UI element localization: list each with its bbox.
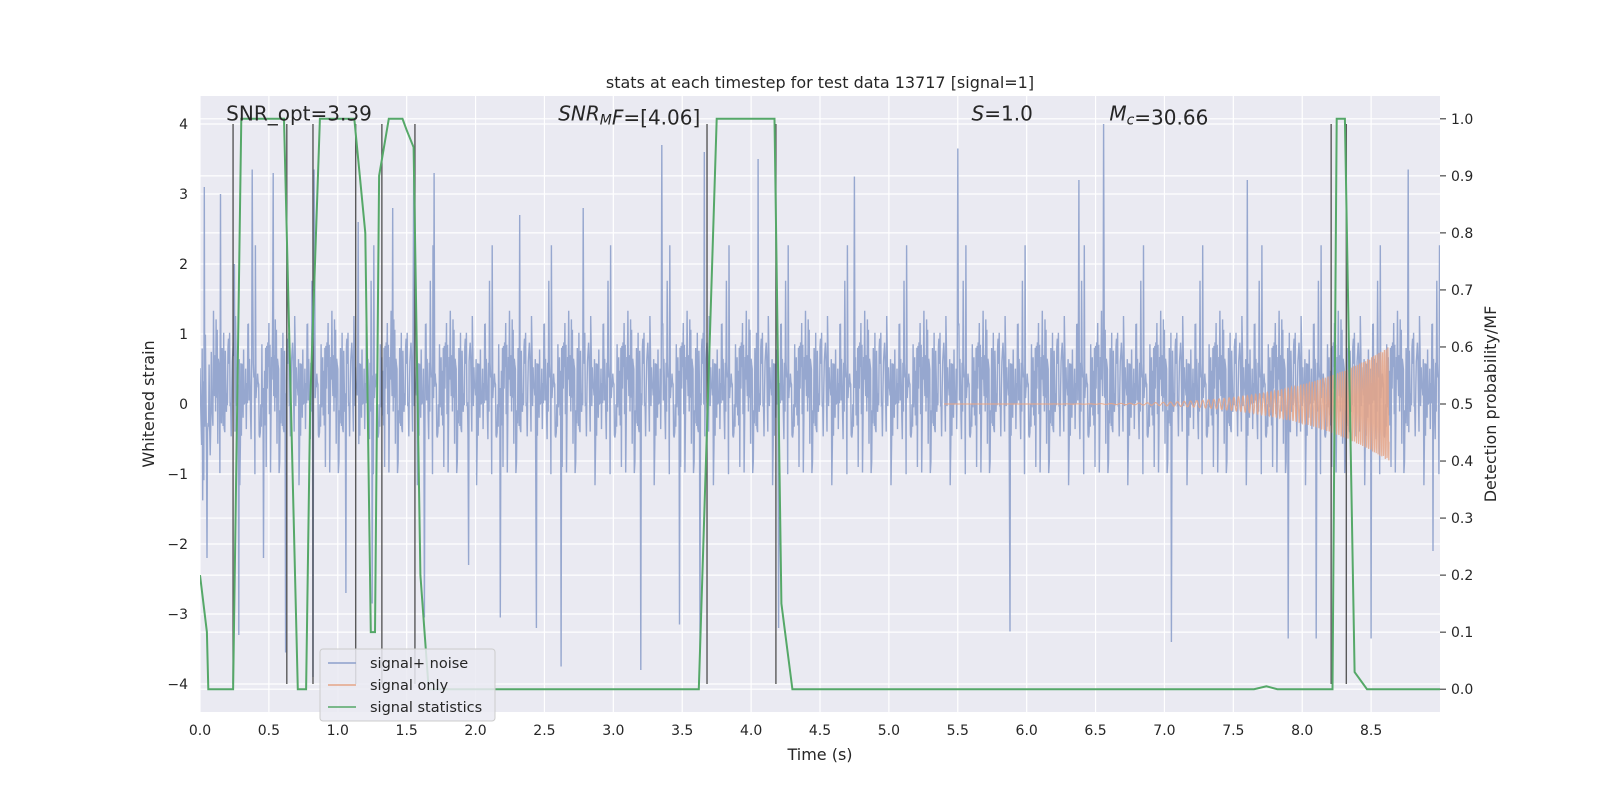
annotation-part: =1.0 bbox=[984, 102, 1033, 126]
x-tick-label: 2.5 bbox=[533, 723, 555, 739]
noise-series-line bbox=[200, 123, 1440, 678]
x-tick-label: 4.0 bbox=[740, 723, 762, 739]
annotation-snr-mf: SNRMF=[4.06] bbox=[558, 102, 700, 130]
axis-ticks: 0.0 0.5 1.0 1.5 2.0 2.5 3.0 3.5 4.0 4.5 5.0 5.5 6.0 6… bbox=[167, 112, 1473, 739]
x-tick-label: 2.0 bbox=[464, 723, 486, 739]
x-tick-label: 3.5 bbox=[671, 723, 693, 739]
y-tick-label-right: 1.0 bbox=[1451, 112, 1473, 128]
y-tick-label-right: 0.3 bbox=[1451, 511, 1473, 527]
annotation-part: SNR bbox=[558, 102, 600, 126]
y-tick-label-right: 0.8 bbox=[1451, 226, 1473, 242]
annotation-s-stat: S=1.0 bbox=[972, 102, 1033, 126]
x-tick-label: 4.5 bbox=[809, 723, 831, 739]
y-tick-label-right: 0.7 bbox=[1451, 283, 1473, 299]
annotation-part: S bbox=[972, 102, 985, 126]
y-tick-label-right: 0.6 bbox=[1451, 340, 1473, 356]
annotation-part: c bbox=[1127, 113, 1135, 129]
y-tick-label-left: 3 bbox=[179, 187, 188, 203]
y-tick-label-right: 0.2 bbox=[1451, 568, 1473, 584]
annotation-part: M bbox=[600, 113, 612, 129]
y-tick-label-left: −4 bbox=[167, 677, 188, 693]
statistics-series-line bbox=[200, 117, 1440, 691]
x-tick-label: 1.0 bbox=[327, 723, 349, 739]
y-tick-label-right: 0.4 bbox=[1451, 454, 1473, 470]
x-tick-label: 7.0 bbox=[1153, 723, 1175, 739]
x-tick-label: 8.5 bbox=[1360, 723, 1382, 739]
x-tick-label: 6.0 bbox=[1016, 723, 1038, 739]
y-tick-label-left: 0 bbox=[179, 397, 188, 413]
y-tick-label-right: 0.9 bbox=[1451, 169, 1473, 185]
signal-series-line bbox=[944, 347, 1390, 461]
annotation-part: M bbox=[1109, 102, 1126, 126]
x-tick-label: 0.0 bbox=[189, 723, 211, 739]
annotation-chirp-mass: Mc=30.66 bbox=[1109, 102, 1208, 130]
x-tick-label: 7.5 bbox=[1222, 723, 1244, 739]
annotations: SNR_opt=3.39 SNRMF=[4.06] S=1.0 Mc=30.66 bbox=[226, 102, 1208, 130]
y-axis-label-left: Whitened strain bbox=[139, 340, 158, 467]
x-tick-label: 3.0 bbox=[602, 723, 624, 739]
y-tick-label-right: 0.1 bbox=[1451, 625, 1473, 641]
y-tick-label-left: 4 bbox=[179, 117, 188, 133]
legend-box bbox=[319, 648, 496, 722]
x-tick-label: 5.5 bbox=[947, 723, 969, 739]
y-tick-label-right: 0.0 bbox=[1451, 682, 1473, 698]
y-tick-label-left: −2 bbox=[167, 537, 188, 553]
y-tick-label-right: 0.5 bbox=[1451, 397, 1473, 413]
y-tick-label-left: −1 bbox=[167, 467, 188, 483]
legend-label-signal: signal only bbox=[370, 678, 449, 694]
x-tick-label: 0.5 bbox=[258, 723, 280, 739]
annotation-part: F bbox=[612, 106, 624, 130]
data-series bbox=[200, 117, 1440, 691]
legend: signal+ noise signal only signal statist… bbox=[319, 648, 496, 722]
legend-label-stats: signal statistics bbox=[370, 700, 482, 716]
x-tick-label: 6.5 bbox=[1084, 723, 1106, 739]
annotation-snr-opt: SNR_opt=3.39 bbox=[226, 102, 372, 126]
x-axis-label: Time (s) bbox=[786, 745, 852, 764]
annotation-part: =[4.06] bbox=[623, 106, 700, 130]
annotation-part: =30.66 bbox=[1134, 106, 1208, 130]
x-tick-label: 8.0 bbox=[1291, 723, 1313, 739]
y-axis-label-right: Detection probability/MF bbox=[1481, 306, 1500, 503]
x-tick-label: 1.5 bbox=[396, 723, 418, 739]
chart-title: stats at each timestep for test data 137… bbox=[606, 73, 1034, 92]
x-tick-label: 5.0 bbox=[878, 723, 900, 739]
y-tick-label-left: 2 bbox=[179, 257, 188, 273]
y-tick-label-left: −3 bbox=[167, 607, 188, 623]
legend-label-noise: signal+ noise bbox=[370, 656, 468, 672]
y-tick-label-left: 1 bbox=[179, 327, 188, 343]
annotation-part: SNR_opt=3.39 bbox=[226, 102, 372, 126]
